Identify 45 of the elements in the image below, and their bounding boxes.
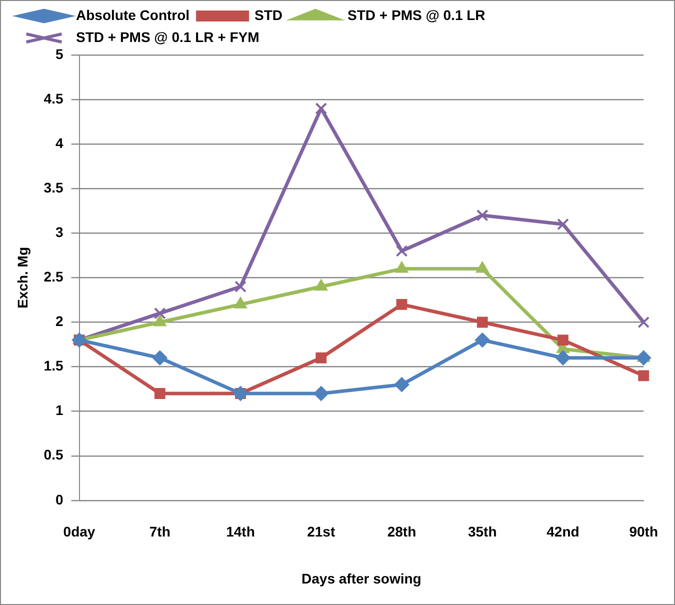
point (555, 350, 570, 366)
x-tick-label: 90th (629, 524, 658, 540)
x-tick-label: 0day (63, 524, 96, 540)
y-tick-label: 4 (55, 134, 64, 151)
y-tick-label: 2.5 (44, 268, 64, 285)
legend-label: Absolute Control (76, 6, 190, 23)
x-tick-label: 21st (307, 524, 336, 540)
y-tick-label: 0.5 (44, 446, 64, 463)
point (154, 388, 166, 399)
point (152, 350, 168, 366)
point (314, 386, 329, 402)
y-tick-label: 3 (55, 224, 64, 240)
point (315, 102, 328, 114)
point (557, 218, 569, 230)
y-tick-label: 5 (55, 46, 64, 62)
point (476, 316, 488, 328)
x-tick-label: 35th (468, 524, 497, 540)
point (396, 298, 408, 310)
point (396, 245, 408, 257)
point (638, 316, 650, 328)
point (234, 280, 246, 293)
point (476, 209, 488, 222)
point (394, 377, 410, 392)
x-tick-label: 7th (149, 524, 170, 540)
y-tick-label: 2 (55, 313, 64, 330)
y-tick-label: 0 (55, 491, 64, 508)
point (558, 334, 568, 346)
y-tick-label: 1 (55, 402, 64, 418)
y-tick-label: 1.5 (44, 358, 64, 374)
point (636, 350, 652, 366)
y-tick-label: 3.5 (44, 179, 64, 196)
legend-label: STD + PMS @ 0.1 LR (348, 6, 486, 23)
point (638, 370, 650, 382)
x-tick-label: 14th (226, 524, 255, 540)
point (154, 307, 166, 320)
y-axis-title: Exch. Mg (14, 246, 30, 308)
point (233, 386, 248, 402)
legend-label: STD + PMS @ 0.1 LR + FYM (76, 28, 260, 45)
point (316, 352, 327, 364)
point (474, 332, 490, 348)
x-tick-label: 28th (387, 524, 416, 540)
legend-label: STD (254, 6, 283, 23)
x-axis-title: Days after sowing (302, 570, 422, 586)
y-tick-label: 4.5 (44, 90, 64, 106)
x-tick-label: 42nd (546, 524, 580, 540)
